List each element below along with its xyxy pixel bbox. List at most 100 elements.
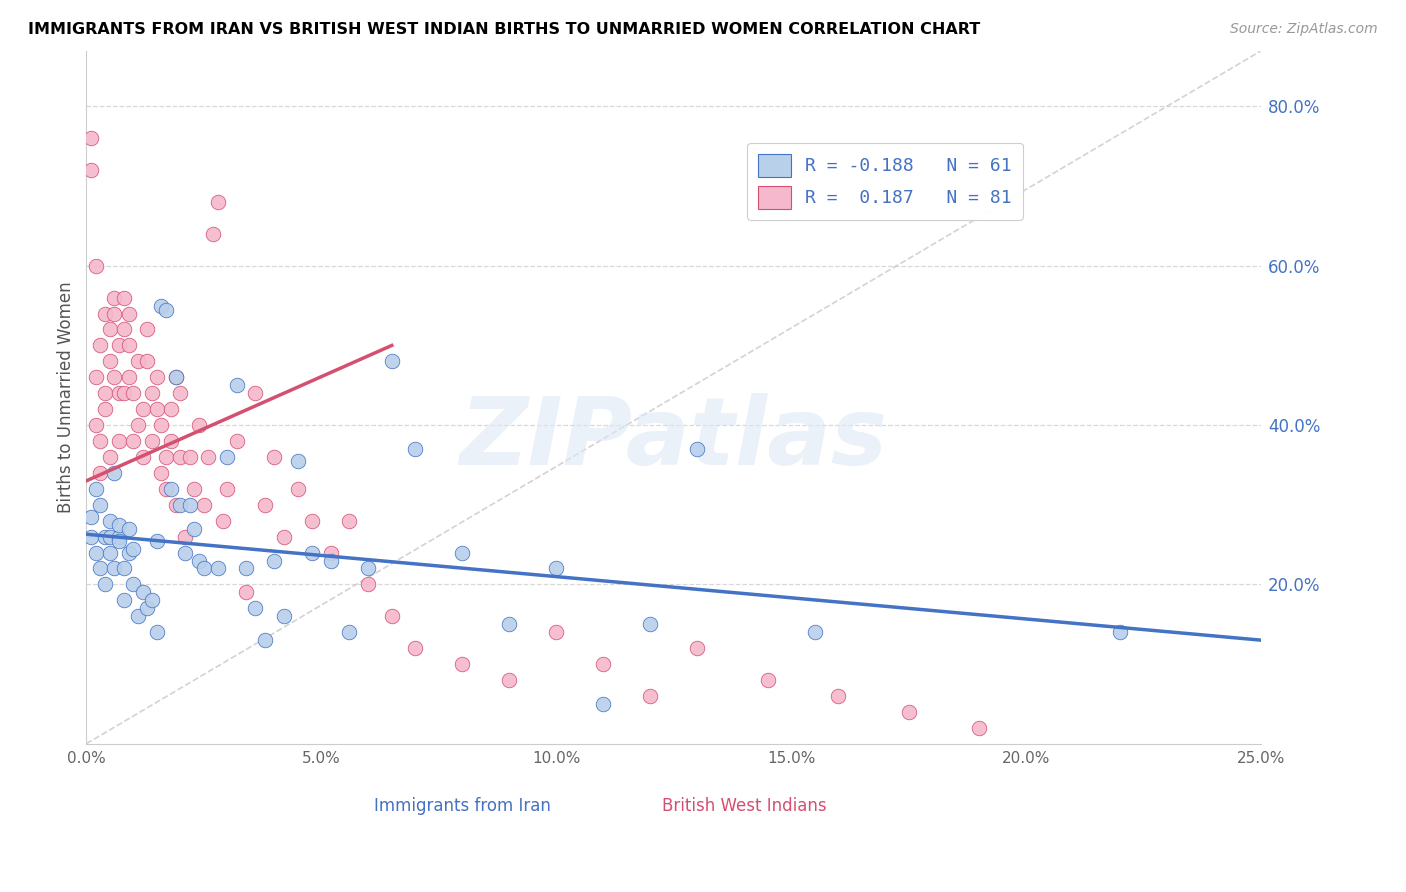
Point <box>141 386 163 401</box>
Point <box>141 593 163 607</box>
Point <box>235 585 257 599</box>
Point <box>169 386 191 401</box>
Point <box>179 450 201 464</box>
Point <box>155 482 177 496</box>
Point <box>404 442 426 456</box>
Point <box>112 593 135 607</box>
Point <box>108 530 131 544</box>
Point <box>136 601 159 615</box>
Point <box>197 450 219 464</box>
Point <box>287 454 309 468</box>
Point <box>207 561 229 575</box>
Point <box>80 131 103 145</box>
Point <box>686 641 709 656</box>
Point <box>245 386 267 401</box>
Point <box>169 450 191 464</box>
Point <box>160 482 183 496</box>
Point <box>117 545 139 559</box>
Point <box>897 705 920 719</box>
Point <box>546 625 568 640</box>
Point <box>141 434 163 448</box>
Point <box>165 498 187 512</box>
Point <box>117 338 139 352</box>
Point <box>339 514 361 528</box>
Point <box>103 561 125 575</box>
Point <box>80 530 103 544</box>
Point <box>98 514 121 528</box>
Point <box>498 673 520 687</box>
Point <box>122 386 145 401</box>
Point <box>638 689 661 703</box>
Point <box>89 338 111 352</box>
Point <box>84 418 107 433</box>
Point <box>80 163 103 178</box>
Point <box>108 386 131 401</box>
Point <box>94 386 117 401</box>
Point <box>202 227 225 241</box>
Point <box>103 307 125 321</box>
Point <box>273 609 295 624</box>
Point <box>827 689 849 703</box>
Point <box>136 322 159 336</box>
Point <box>404 641 426 656</box>
Point <box>122 434 145 448</box>
Point <box>94 402 117 417</box>
Point <box>179 498 201 512</box>
Point <box>165 370 187 384</box>
Point <box>638 617 661 632</box>
Text: Immigrants from Iran: Immigrants from Iran <box>374 797 551 815</box>
Point <box>193 498 215 512</box>
Point <box>592 657 614 671</box>
Point <box>112 291 135 305</box>
Point <box>211 514 233 528</box>
Text: British West Indians: British West Indians <box>662 797 827 815</box>
Point <box>84 482 107 496</box>
Point <box>108 533 131 548</box>
Point <box>136 354 159 368</box>
Point <box>381 609 404 624</box>
Point <box>98 450 121 464</box>
Point <box>160 434 183 448</box>
Point <box>117 522 139 536</box>
Point <box>686 442 709 456</box>
Point <box>193 561 215 575</box>
Point <box>217 450 239 464</box>
Point <box>188 418 211 433</box>
Point <box>98 354 121 368</box>
Point <box>127 609 149 624</box>
Point <box>160 402 183 417</box>
Point <box>94 577 117 591</box>
Point <box>127 354 149 368</box>
Point <box>122 577 145 591</box>
Point <box>183 482 205 496</box>
Point <box>155 450 177 464</box>
Point <box>146 533 169 548</box>
Point <box>103 466 125 480</box>
Point <box>756 673 779 687</box>
Point <box>357 577 380 591</box>
Point <box>112 386 135 401</box>
Point <box>188 553 211 567</box>
Point <box>592 697 614 711</box>
Point <box>174 545 197 559</box>
Point <box>84 259 107 273</box>
Point <box>169 498 191 512</box>
Point <box>98 545 121 559</box>
Point <box>122 541 145 556</box>
Point <box>253 633 276 648</box>
Point <box>245 601 267 615</box>
Point <box>155 302 177 317</box>
Point <box>498 617 520 632</box>
Point <box>146 402 169 417</box>
Point <box>131 450 153 464</box>
Point <box>263 450 285 464</box>
Text: IMMIGRANTS FROM IRAN VS BRITISH WEST INDIAN BIRTHS TO UNMARRIED WOMEN CORRELATIO: IMMIGRANTS FROM IRAN VS BRITISH WEST IND… <box>28 22 980 37</box>
Point <box>108 338 131 352</box>
Point <box>235 561 257 575</box>
Point <box>253 498 276 512</box>
Point <box>108 434 131 448</box>
Point <box>273 530 295 544</box>
Point <box>117 370 139 384</box>
Point <box>287 482 309 496</box>
Point <box>89 561 111 575</box>
